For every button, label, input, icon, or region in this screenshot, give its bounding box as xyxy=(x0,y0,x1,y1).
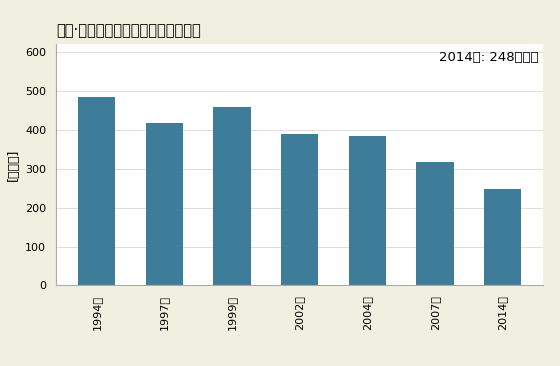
Bar xyxy=(349,136,386,285)
Text: 繊維·衣服等卸売業の事業所数の推移: 繊維·衣服等卸売業の事業所数の推移 xyxy=(56,23,200,38)
Y-axis label: [事業所]: [事業所] xyxy=(7,149,20,181)
Bar xyxy=(78,97,115,285)
Bar xyxy=(146,123,183,285)
Bar xyxy=(484,189,521,285)
Bar xyxy=(281,134,318,285)
Bar xyxy=(416,162,454,285)
Bar xyxy=(213,108,250,285)
Text: 2014年: 248事業所: 2014年: 248事業所 xyxy=(438,51,538,64)
